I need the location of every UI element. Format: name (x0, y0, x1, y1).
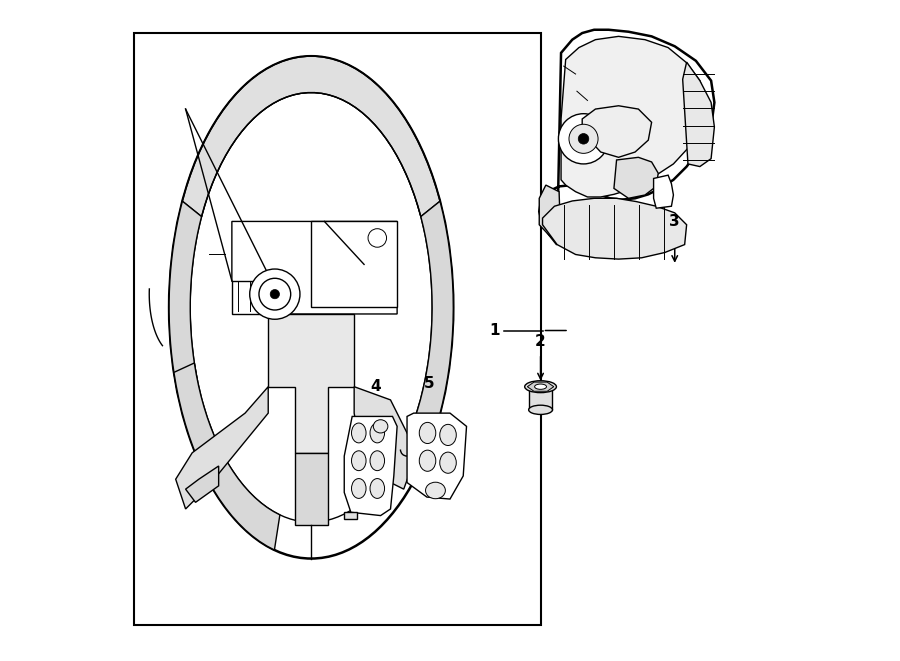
Polygon shape (294, 453, 328, 525)
Circle shape (569, 124, 598, 153)
Ellipse shape (440, 424, 456, 446)
Polygon shape (169, 201, 202, 393)
Polygon shape (355, 387, 417, 489)
Polygon shape (344, 416, 397, 516)
Ellipse shape (419, 450, 436, 471)
Polygon shape (344, 512, 357, 519)
Polygon shape (176, 387, 268, 509)
Circle shape (270, 290, 280, 299)
Polygon shape (268, 314, 355, 453)
Polygon shape (174, 363, 280, 550)
Ellipse shape (535, 384, 546, 389)
Ellipse shape (440, 452, 456, 473)
Text: 1: 1 (490, 323, 500, 338)
Circle shape (249, 269, 300, 319)
Polygon shape (185, 466, 219, 502)
Ellipse shape (352, 423, 366, 443)
Polygon shape (653, 175, 673, 208)
Polygon shape (527, 382, 554, 391)
Text: 2: 2 (536, 334, 546, 349)
Ellipse shape (370, 423, 384, 443)
Polygon shape (683, 62, 715, 167)
Ellipse shape (352, 451, 366, 471)
Polygon shape (183, 56, 440, 217)
Polygon shape (582, 106, 652, 157)
Ellipse shape (419, 422, 436, 444)
Polygon shape (561, 36, 707, 197)
Polygon shape (407, 413, 466, 499)
Ellipse shape (190, 93, 432, 522)
Ellipse shape (169, 56, 454, 559)
Polygon shape (539, 185, 561, 245)
Ellipse shape (525, 381, 556, 393)
Polygon shape (543, 198, 687, 259)
Polygon shape (232, 221, 397, 314)
Polygon shape (528, 387, 553, 410)
Bar (134, 33, 541, 625)
Circle shape (558, 114, 608, 164)
Ellipse shape (352, 479, 366, 498)
Circle shape (578, 134, 589, 144)
Ellipse shape (370, 451, 384, 471)
Circle shape (259, 278, 291, 310)
Text: 4: 4 (371, 379, 382, 394)
Circle shape (368, 229, 386, 247)
Polygon shape (614, 157, 658, 198)
Polygon shape (410, 201, 454, 451)
Ellipse shape (426, 483, 446, 498)
Polygon shape (539, 30, 715, 245)
Ellipse shape (528, 405, 553, 414)
Ellipse shape (374, 420, 388, 433)
Text: 5: 5 (424, 376, 434, 391)
Text: 3: 3 (670, 214, 680, 229)
Polygon shape (311, 221, 397, 307)
Polygon shape (232, 281, 272, 314)
Ellipse shape (370, 479, 384, 498)
